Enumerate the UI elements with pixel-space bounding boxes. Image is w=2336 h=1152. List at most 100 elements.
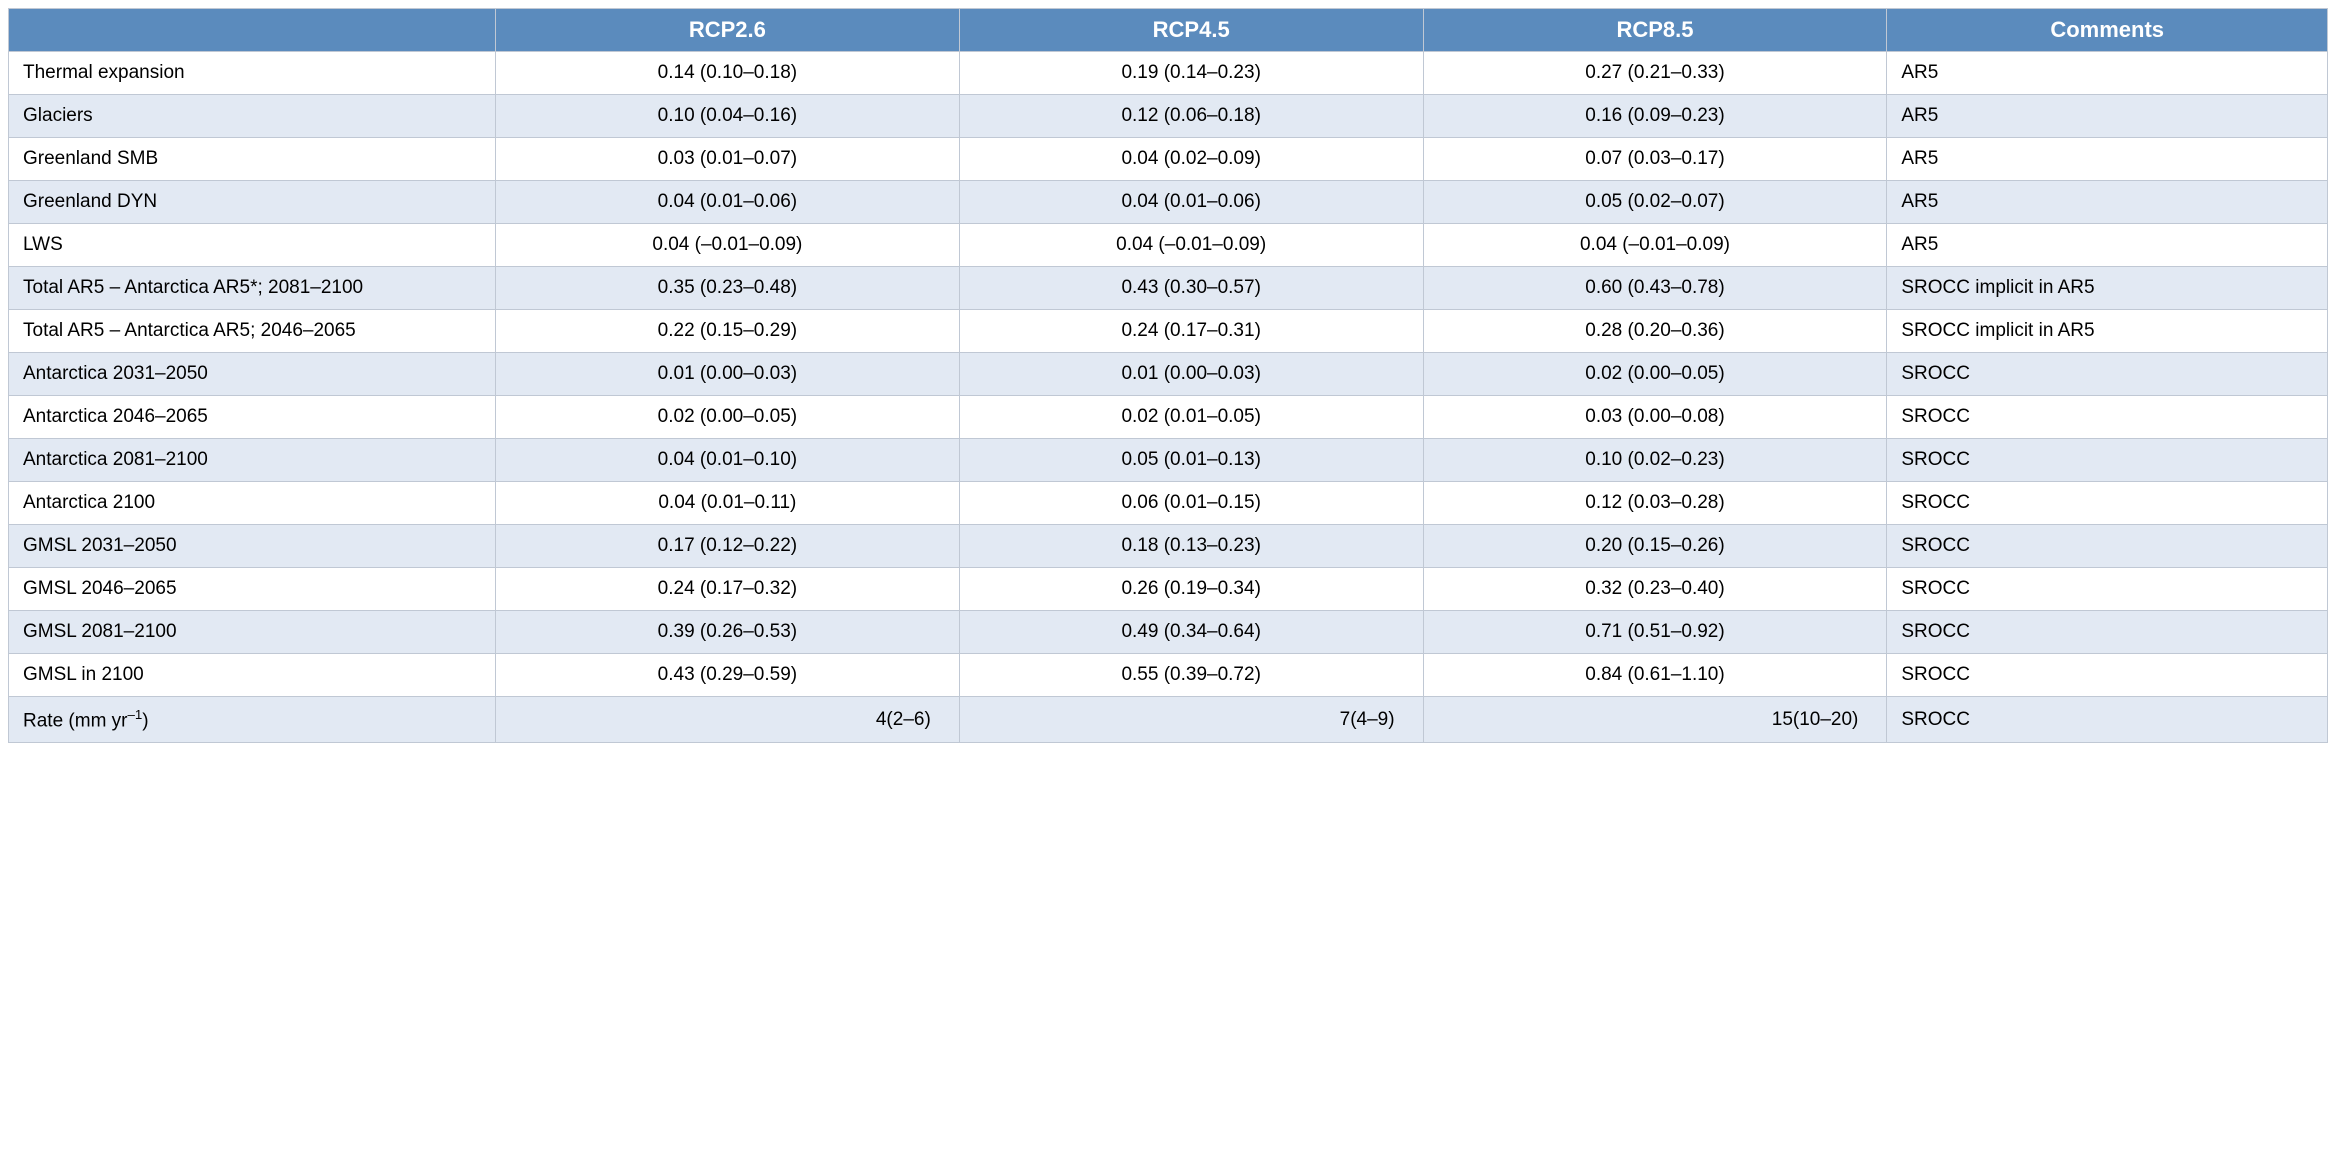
row-value: 0.32 (0.23–0.40): [1423, 568, 1887, 611]
row-value: 4(2–6): [495, 697, 959, 743]
row-value: 0.17 (0.12–0.22): [495, 525, 959, 568]
row-value: 0.05 (0.02–0.07): [1423, 181, 1887, 224]
row-value: 0.04 (–0.01–0.09): [1423, 224, 1887, 267]
row-label: Total AR5 – Antarctica AR5; 2046–2065: [9, 310, 496, 353]
row-value: 0.02 (0.00–0.05): [495, 396, 959, 439]
row-label: Greenland DYN: [9, 181, 496, 224]
row-comment: SROCC implicit in AR5: [1887, 310, 2328, 353]
row-value: 0.01 (0.00–0.03): [495, 353, 959, 396]
header-comments: Comments: [1887, 9, 2328, 52]
row-value: 0.71 (0.51–0.92): [1423, 611, 1887, 654]
table-row: Antarctica 2081–21000.04 (0.01–0.10)0.05…: [9, 439, 2328, 482]
row-comment: SROCC: [1887, 353, 2328, 396]
row-value: 0.16 (0.09–0.23): [1423, 95, 1887, 138]
row-value: 0.24 (0.17–0.31): [959, 310, 1423, 353]
row-comment: SROCC: [1887, 525, 2328, 568]
row-label: GMSL in 2100: [9, 654, 496, 697]
row-value: 0.04 (0.02–0.09): [959, 138, 1423, 181]
data-table: RCP2.6RCP4.5RCP8.5Comments Thermal expan…: [8, 8, 2328, 743]
row-label: Antarctica 2031–2050: [9, 353, 496, 396]
row-value: 0.49 (0.34–0.64): [959, 611, 1423, 654]
row-value: 0.27 (0.21–0.33): [1423, 52, 1887, 95]
row-value: 0.10 (0.02–0.23): [1423, 439, 1887, 482]
row-value: 0.43 (0.30–0.57): [959, 267, 1423, 310]
table-row: Greenland SMB0.03 (0.01–0.07)0.04 (0.02–…: [9, 138, 2328, 181]
row-value: 0.12 (0.06–0.18): [959, 95, 1423, 138]
row-value: 0.24 (0.17–0.32): [495, 568, 959, 611]
row-value: 0.84 (0.61–1.10): [1423, 654, 1887, 697]
row-label: GMSL 2081–2100: [9, 611, 496, 654]
row-value: 0.04 (0.01–0.06): [495, 181, 959, 224]
row-value: 0.04 (–0.01–0.09): [495, 224, 959, 267]
row-value: 0.35 (0.23–0.48): [495, 267, 959, 310]
row-value: 0.43 (0.29–0.59): [495, 654, 959, 697]
row-value: 0.04 (0.01–0.06): [959, 181, 1423, 224]
table-row: Greenland DYN0.04 (0.01–0.06)0.04 (0.01–…: [9, 181, 2328, 224]
row-value: 0.05 (0.01–0.13): [959, 439, 1423, 482]
row-value: 0.03 (0.00–0.08): [1423, 396, 1887, 439]
row-comment: AR5: [1887, 181, 2328, 224]
row-label: Rate (mm yr–1): [9, 697, 496, 743]
row-label: GMSL 2046–2065: [9, 568, 496, 611]
table-row: Thermal expansion0.14 (0.10–0.18)0.19 (0…: [9, 52, 2328, 95]
header-row: RCP2.6RCP4.5RCP8.5Comments: [9, 9, 2328, 52]
row-comment: AR5: [1887, 52, 2328, 95]
row-value: 7(4–9): [959, 697, 1423, 743]
header-blank: [9, 9, 496, 52]
header-rcp26: RCP2.6: [495, 9, 959, 52]
row-comment: SROCC: [1887, 697, 2328, 743]
row-label: Total AR5 – Antarctica AR5*; 2081–2100: [9, 267, 496, 310]
table-row: GMSL 2031–20500.17 (0.12–0.22)0.18 (0.13…: [9, 525, 2328, 568]
row-comment: SROCC: [1887, 611, 2328, 654]
row-comment: SROCC implicit in AR5: [1887, 267, 2328, 310]
table-row: Glaciers0.10 (0.04–0.16)0.12 (0.06–0.18)…: [9, 95, 2328, 138]
table-row: Total AR5 – Antarctica AR5*; 2081–21000.…: [9, 267, 2328, 310]
row-label: Antarctica 2046–2065: [9, 396, 496, 439]
table-row: Rate (mm yr–1)4(2–6)7(4–9)15(10–20)SROCC: [9, 697, 2328, 743]
row-value: 0.04 (0.01–0.11): [495, 482, 959, 525]
table-row: GMSL in 21000.43 (0.29–0.59)0.55 (0.39–0…: [9, 654, 2328, 697]
table-row: Antarctica 2031–20500.01 (0.00–0.03)0.01…: [9, 353, 2328, 396]
row-value: 0.28 (0.20–0.36): [1423, 310, 1887, 353]
row-value: 0.26 (0.19–0.34): [959, 568, 1423, 611]
row-value: 0.02 (0.00–0.05): [1423, 353, 1887, 396]
row-comment: SROCC: [1887, 396, 2328, 439]
row-value: 0.06 (0.01–0.15): [959, 482, 1423, 525]
row-label: Antarctica 2100: [9, 482, 496, 525]
row-value: 0.03 (0.01–0.07): [495, 138, 959, 181]
row-comment: AR5: [1887, 138, 2328, 181]
row-value: 0.19 (0.14–0.23): [959, 52, 1423, 95]
row-label: Thermal expansion: [9, 52, 496, 95]
row-label: Glaciers: [9, 95, 496, 138]
row-value: 0.14 (0.10–0.18): [495, 52, 959, 95]
table-row: Antarctica 21000.04 (0.01–0.11)0.06 (0.0…: [9, 482, 2328, 525]
table-row: Total AR5 – Antarctica AR5; 2046–20650.2…: [9, 310, 2328, 353]
row-label: GMSL 2031–2050: [9, 525, 496, 568]
row-value: 0.22 (0.15–0.29): [495, 310, 959, 353]
row-comment: AR5: [1887, 224, 2328, 267]
row-value: 0.18 (0.13–0.23): [959, 525, 1423, 568]
row-label: LWS: [9, 224, 496, 267]
table-row: GMSL 2046–20650.24 (0.17–0.32)0.26 (0.19…: [9, 568, 2328, 611]
row-comment: SROCC: [1887, 482, 2328, 525]
row-value: 0.55 (0.39–0.72): [959, 654, 1423, 697]
row-value: 0.39 (0.26–0.53): [495, 611, 959, 654]
row-label: Antarctica 2081–2100: [9, 439, 496, 482]
table-row: LWS0.04 (–0.01–0.09)0.04 (–0.01–0.09)0.0…: [9, 224, 2328, 267]
row-value: 0.01 (0.00–0.03): [959, 353, 1423, 396]
row-value: 0.60 (0.43–0.78): [1423, 267, 1887, 310]
header-rcp85: RCP8.5: [1423, 9, 1887, 52]
row-comment: SROCC: [1887, 654, 2328, 697]
row-value: 0.10 (0.04–0.16): [495, 95, 959, 138]
table-row: Antarctica 2046–20650.02 (0.00–0.05)0.02…: [9, 396, 2328, 439]
row-value: 0.04 (–0.01–0.09): [959, 224, 1423, 267]
table-row: GMSL 2081–21000.39 (0.26–0.53)0.49 (0.34…: [9, 611, 2328, 654]
row-label: Greenland SMB: [9, 138, 496, 181]
row-value: 0.07 (0.03–0.17): [1423, 138, 1887, 181]
row-value: 0.04 (0.01–0.10): [495, 439, 959, 482]
table-head: RCP2.6RCP4.5RCP8.5Comments: [9, 9, 2328, 52]
row-comment: SROCC: [1887, 568, 2328, 611]
table-body: Thermal expansion0.14 (0.10–0.18)0.19 (0…: [9, 52, 2328, 743]
row-value: 0.12 (0.03–0.28): [1423, 482, 1887, 525]
row-value: 0.20 (0.15–0.26): [1423, 525, 1887, 568]
